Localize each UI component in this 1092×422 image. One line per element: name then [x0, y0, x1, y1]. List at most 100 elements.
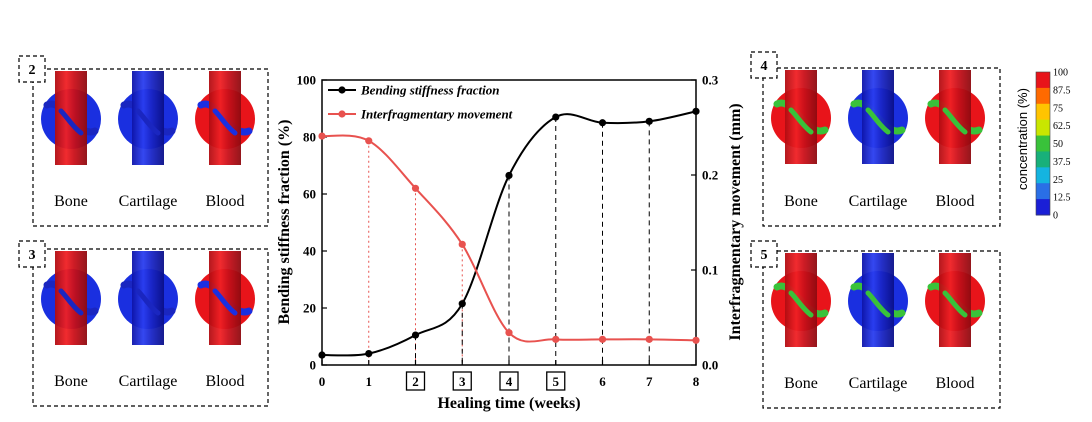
data-point [318, 132, 326, 140]
colorbar-frame [1035, 71, 1051, 216]
fracture-gap-shaft [58, 288, 84, 316]
panel-label-cartilage: Cartilage [849, 193, 908, 210]
panel-number: 3 [29, 248, 36, 263]
panel-label-blood: Blood [205, 193, 244, 210]
panel-number-box [18, 240, 46, 268]
colorbar-segment [1036, 183, 1050, 200]
panel-label-blood: Blood [935, 193, 974, 210]
y-right-tick-label: 0.1 [702, 263, 718, 278]
panels: 2 Bone Cartilage Blood 3 Bone Cartilage Blood 4 B… [18, 51, 1001, 409]
colorbar-segment [1036, 199, 1050, 216]
bone-shaft [132, 251, 164, 345]
panel-number-box [18, 55, 46, 83]
y-left-ticks: 0 20 40 60 80 100 [297, 73, 327, 373]
panel-frame [762, 250, 1001, 409]
simulation-image-cartilage [848, 253, 908, 347]
simulation-image-bone [41, 71, 101, 165]
colorbar-segment [1036, 119, 1050, 137]
fracture-gap-shaft [212, 108, 238, 136]
bone-shaft [939, 253, 971, 347]
panel-label-bone: Bone [54, 373, 88, 390]
fracture-gap-shaft [942, 107, 968, 135]
y-right-axis-label: Interfragmentary movement (mm) [727, 103, 744, 340]
legend-marker [338, 110, 346, 118]
y-left-tick-label: 60 [303, 187, 316, 202]
fracture-gap-shaft [788, 290, 814, 318]
fracture-gap-shaft [865, 107, 891, 135]
data-point [692, 107, 700, 115]
panel-4: 4 Bone Cartilage Blood [750, 51, 1001, 227]
panel-label-cartilage: Cartilage [119, 373, 178, 390]
colorbar-tick-label: 50 [1053, 139, 1063, 150]
series-line-interfragmentary-movement [321, 134, 697, 343]
data-point [645, 117, 653, 125]
panel-label-cartilage: Cartilage [119, 193, 178, 210]
simulation-image-blood [195, 71, 255, 165]
data-point [552, 113, 560, 121]
panel-number: 5 [761, 248, 768, 263]
x-tick-box [546, 371, 566, 391]
bone-shaft [55, 71, 87, 165]
x-tick-box [452, 371, 472, 391]
fracture-gap-shaft [865, 290, 891, 318]
data-point [458, 300, 466, 308]
data-point [365, 137, 373, 145]
data-point [598, 119, 607, 127]
panel-2: 2 Bone Cartilage Blood [18, 55, 269, 227]
colorbar-tick-label: 100 [1053, 68, 1068, 79]
x-tick-label: 8 [693, 374, 700, 389]
x-tick-label: 7 [646, 374, 653, 389]
legend-label: Interfragmentary movement [360, 107, 513, 122]
simulation-image-cartilage [848, 70, 908, 164]
legend-marker [338, 86, 346, 94]
bone-shaft [209, 251, 241, 345]
panel-label-cartilage: Cartilage [849, 375, 908, 392]
x-tick-label: 3 [459, 374, 466, 389]
data-point [505, 329, 513, 337]
x-tick-label: 2 [412, 374, 419, 389]
y-left-tick-label: 100 [297, 73, 317, 88]
x-tick-label: 5 [553, 374, 560, 389]
colorbar-segment [1036, 135, 1050, 152]
colorbar-title: concentration (%) [1015, 88, 1030, 190]
legend: Bending stiffness fraction Interfragmenta… [328, 83, 513, 122]
simulation-image-blood [925, 70, 985, 164]
y-right-ticks: 0.0 0.1 0.2 0.3 [691, 73, 719, 373]
x-ticks: 0 1 2 3 4 5 6 7 8 [319, 360, 700, 391]
fracture-gap-shaft [135, 108, 161, 136]
fracture-gap-shaft [942, 290, 968, 318]
fracture-gap-shaft [212, 288, 238, 316]
panel-number: 2 [29, 63, 36, 78]
bone-shaft [862, 70, 894, 164]
x-tick-box [405, 371, 426, 391]
colorbar-tick-label: 75 [1053, 103, 1063, 114]
colorbar-segment [1036, 167, 1050, 184]
panel-3: 3 Bone Cartilage Blood [18, 240, 269, 407]
panel-number: 4 [761, 59, 768, 74]
chart: 0 1 2 3 4 5 6 7 8 0 20 40 60 80 100 0.0 0.1 0.2 0.3 Bend… [276, 73, 744, 413]
colorbar-segment [1036, 103, 1050, 121]
colorbar-tick-label: 37.5 [1053, 157, 1071, 168]
legend-label: Bending stiffness fraction [360, 83, 499, 98]
panel-label-bone: Bone [784, 193, 818, 210]
data-point [598, 335, 607, 343]
y-left-axis-label: Bending stiffness fraction (%) [276, 120, 293, 325]
y-right-tick-label: 0.2 [702, 168, 718, 183]
fracture-gap-shaft [788, 107, 814, 135]
simulation-image-blood [195, 251, 255, 345]
simulation-image-bone [41, 251, 101, 345]
colorbar-tick-label: 12.5 [1053, 193, 1071, 204]
bone-shaft [785, 253, 817, 347]
data-point [365, 350, 373, 358]
panel-label-blood: Blood [935, 375, 974, 392]
fracture-gap-shaft [135, 288, 161, 316]
x-tick-label: 1 [366, 374, 373, 389]
data-point [458, 240, 466, 248]
data-point [692, 336, 700, 344]
panel-number-box [750, 240, 778, 268]
x-tick-label: 6 [599, 374, 606, 389]
y-left-tick-label: 80 [303, 130, 316, 145]
colorbar-tick-label: 0 [1053, 211, 1058, 222]
colorbar-segment [1036, 151, 1050, 168]
